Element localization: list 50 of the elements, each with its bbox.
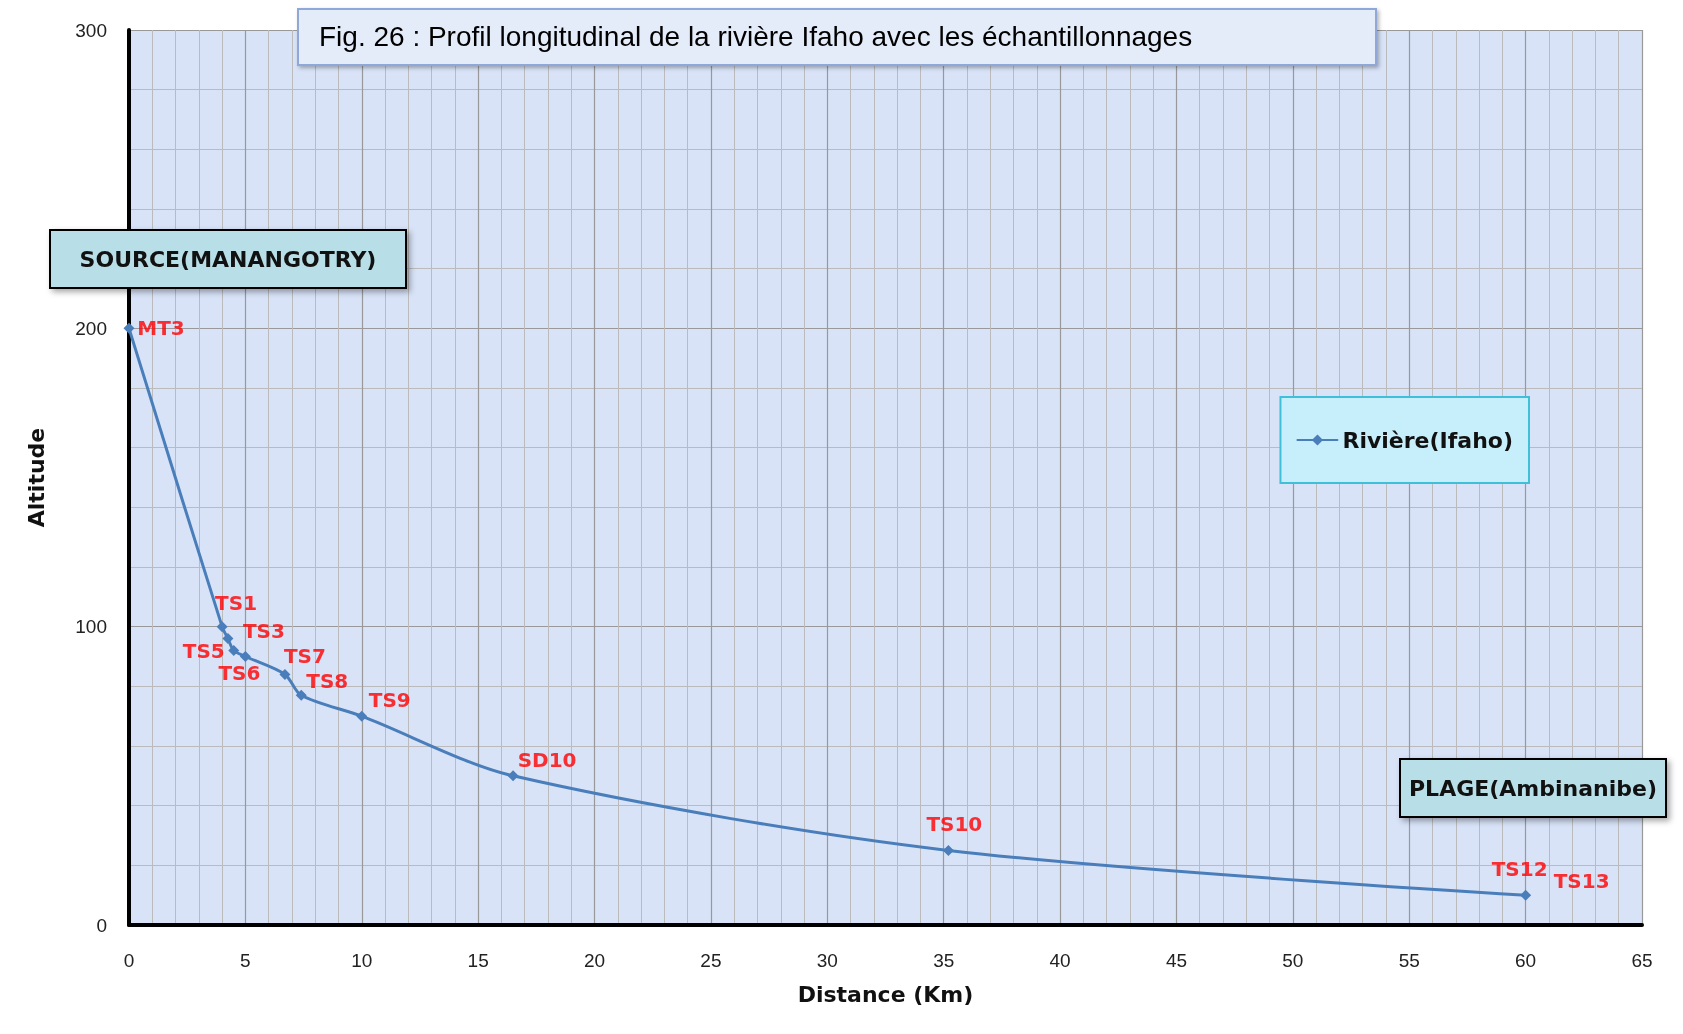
x-tick-label: 5 bbox=[240, 950, 251, 971]
point bbox=[123, 322, 135, 334]
title-panel: Fig. 26 : Profil longitudinal de la rivière Ifaho avec les échantillonnages bbox=[297, 8, 1377, 66]
annotation: TS8 bbox=[306, 669, 349, 694]
annotation: TS1 bbox=[215, 590, 258, 615]
x-tick-label: 25 bbox=[700, 950, 722, 971]
annotation: TS3 bbox=[242, 618, 285, 643]
x-tick-label: 55 bbox=[1398, 950, 1420, 971]
note-panel: SOURCE(MANANGOTRY) bbox=[49, 229, 407, 289]
point bbox=[1520, 889, 1532, 901]
y-tick-label: 0 bbox=[96, 914, 107, 936]
annotation: PLAGE(Ambinanibe) bbox=[1409, 775, 1657, 801]
point bbox=[279, 668, 291, 680]
chart-title: Fig. 26 : Profil longitudinal de la rivière Ifaho avec les échantillonnages bbox=[319, 21, 1193, 53]
x-tick-label: 65 bbox=[1631, 950, 1653, 971]
annotation: TS5 bbox=[182, 638, 225, 663]
x-tick-label: 45 bbox=[1165, 950, 1188, 971]
x-tick-label: 30 bbox=[816, 950, 838, 971]
point bbox=[295, 689, 307, 701]
annotation: TS13 bbox=[1553, 869, 1610, 894]
point bbox=[228, 645, 240, 657]
x-tick-label: 0 bbox=[123, 950, 135, 971]
y-tick-label: 100 bbox=[75, 616, 107, 638]
y-axis-title: Altitude bbox=[23, 427, 49, 528]
legend-label: Rivière(Ifaho) bbox=[1342, 427, 1513, 453]
y-tick-label: 200 bbox=[75, 317, 107, 339]
point bbox=[239, 651, 251, 662]
annotation: SOURCE(MANANGOTRY) bbox=[79, 246, 377, 272]
x-tick-label: 40 bbox=[1049, 950, 1071, 971]
point bbox=[356, 710, 368, 722]
x-tick-label: 60 bbox=[1515, 950, 1537, 971]
point bbox=[222, 633, 234, 645]
annotation: TS10 bbox=[926, 812, 983, 837]
point bbox=[942, 844, 954, 856]
annotation: TS12 bbox=[1491, 857, 1548, 882]
x-axis-title: Distance (Km) bbox=[797, 981, 974, 1007]
x-tick-label: 10 bbox=[351, 950, 373, 971]
annotation: TS9 bbox=[368, 688, 411, 713]
y-tick-label: 300 bbox=[75, 19, 107, 41]
x-tick-label: 15 bbox=[467, 950, 489, 971]
point bbox=[216, 621, 228, 633]
x-tick-label: 20 bbox=[583, 950, 606, 971]
note-panel: PLAGE(Ambinanibe) bbox=[1399, 758, 1667, 818]
x-tick-label: 35 bbox=[933, 950, 955, 971]
annotation: TS6 bbox=[218, 660, 261, 685]
annotation: TS7 bbox=[283, 644, 326, 669]
annotation: SD10 bbox=[517, 747, 577, 772]
point bbox=[507, 770, 519, 782]
annotation: MT3 bbox=[137, 316, 185, 341]
x-tick-label: 50 bbox=[1282, 950, 1304, 971]
